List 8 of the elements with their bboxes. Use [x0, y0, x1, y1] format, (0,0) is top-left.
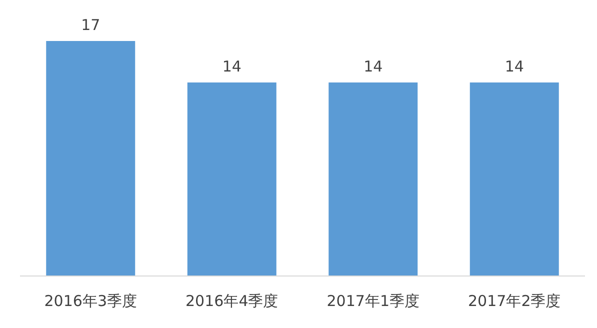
x-tick-label: 2016年4季度 [186, 292, 278, 310]
x-tick-label: 2017年1季度 [326, 292, 420, 310]
data-label: 14 [504, 57, 524, 76]
x-tick-label: 2016年3季度 [44, 292, 137, 310]
data-label: 17 [81, 16, 100, 34]
data-label: 14 [222, 57, 242, 76]
x-tick-label: 2017年2季度 [468, 292, 561, 310]
data-label: 14 [364, 57, 383, 76]
